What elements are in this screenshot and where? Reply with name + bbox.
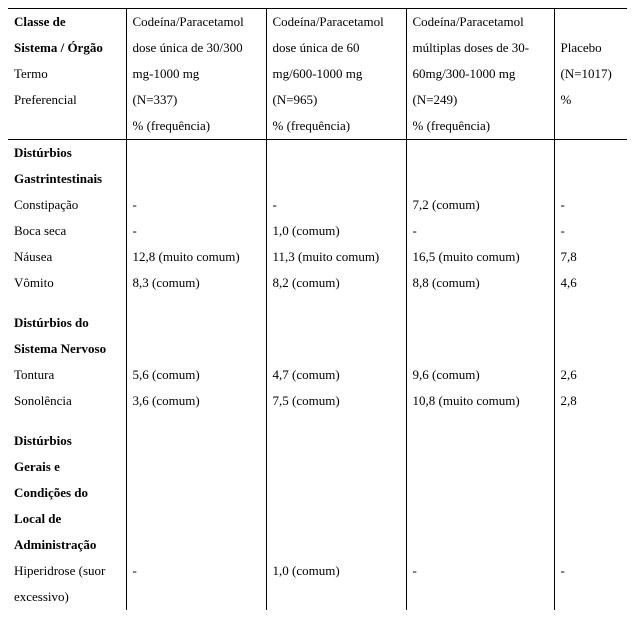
cell: 2,6 [554,362,627,388]
adverse-effects-table: Classe de Codeína/Paracetamol Codeína/Pa… [8,8,627,610]
section0-h1: Gastrintestinais [8,166,126,192]
section2-h2: Condições do [8,480,126,506]
col4-h4 [554,113,627,140]
term: Tontura [8,362,126,388]
col2-h3: (N=965) [266,87,406,113]
section2-h1: Gerais e [8,454,126,480]
table-row: Sonolência 3,6 (comum) 7,5 (comum) 10,8 … [8,388,627,414]
col3-h1: múltiplas doses de 30- [406,35,554,61]
cell: 3,6 (comum) [126,388,266,414]
table-row: Náusea 12,8 (muito comum) 11,3 (muito co… [8,244,627,270]
col0-h2: Termo [8,61,126,87]
section2-h0: Distúrbios [8,428,126,454]
col2-h2: mg/600-1000 mg [266,61,406,87]
section0-h0: Distúrbios [8,140,126,167]
col2-h4: % (frequência) [266,113,406,140]
col0-h4 [8,113,126,140]
cell: 8,2 (comum) [266,270,406,296]
cell: - [126,558,266,610]
section2-h4: Administração [8,532,126,558]
cell: - [554,192,627,218]
col4-h1: Placebo [554,35,627,61]
cell: - [406,218,554,244]
col3-h4: % (frequência) [406,113,554,140]
cell: - [406,558,554,610]
cell: 11,3 (muito comum) [266,244,406,270]
cell: - [554,558,627,610]
term: Vômito [8,270,126,296]
col3-h3: (N=249) [406,87,554,113]
col1-h2: mg-1000 mg [126,61,266,87]
section2-h3: Local de [8,506,126,532]
cell: 9,6 (comum) [406,362,554,388]
cell: 5,6 (comum) [126,362,266,388]
col3-h0: Codeína/Paracetamol [406,9,554,36]
cell: 12,8 (muito comum) [126,244,266,270]
cell: - [554,218,627,244]
cell: - [126,192,266,218]
cell: 10,8 (muito comum) [406,388,554,414]
term: Sonolência [8,388,126,414]
col0-h0: Classe de [8,9,126,36]
col1-h4: % (frequência) [126,113,266,140]
term: Náusea [8,244,126,270]
table-row: Vômito 8,3 (comum) 8,2 (comum) 8,8 (comu… [8,270,627,296]
section1-h0: Distúrbios do [8,310,126,336]
cell: 2,8 [554,388,627,414]
term: Constipação [8,192,126,218]
cell: - [126,218,266,244]
cell: 4,7 (comum) [266,362,406,388]
col4-h0 [554,9,627,36]
cell: 7,2 (comum) [406,192,554,218]
section1-h1: Sistema Nervoso [8,336,126,362]
table-row: Boca seca - 1,0 (comum) - - [8,218,627,244]
cell: 8,3 (comum) [126,270,266,296]
cell: 7,5 (comum) [266,388,406,414]
term: Boca seca [8,218,126,244]
col2-h0: Codeína/Paracetamol [266,9,406,36]
cell: 8,8 (comum) [406,270,554,296]
cell: 1,0 (comum) [266,558,406,610]
table-row: Hiperidrose (suor excessivo) - 1,0 (comu… [8,558,627,610]
col2-h1: dose única de 60 [266,35,406,61]
cell: 7,8 [554,244,627,270]
col1-h1: dose única de 30/300 [126,35,266,61]
cell: 4,6 [554,270,627,296]
cell: 1,0 (comum) [266,218,406,244]
cell: - [266,192,406,218]
col4-h3: % [554,87,627,113]
col1-h0: Codeína/Paracetamol [126,9,266,36]
table-row: Tontura 5,6 (comum) 4,7 (comum) 9,6 (com… [8,362,627,388]
col4-h2: (N=1017) [554,61,627,87]
col1-h3: (N=337) [126,87,266,113]
cell: 16,5 (muito comum) [406,244,554,270]
term: Hiperidrose (suor excessivo) [8,558,126,610]
table-row: Constipação - - 7,2 (comum) - [8,192,627,218]
col0-h1: Sistema / Órgão [8,35,126,61]
col0-h3: Preferencial [8,87,126,113]
col3-h2: 60mg/300-1000 mg [406,61,554,87]
